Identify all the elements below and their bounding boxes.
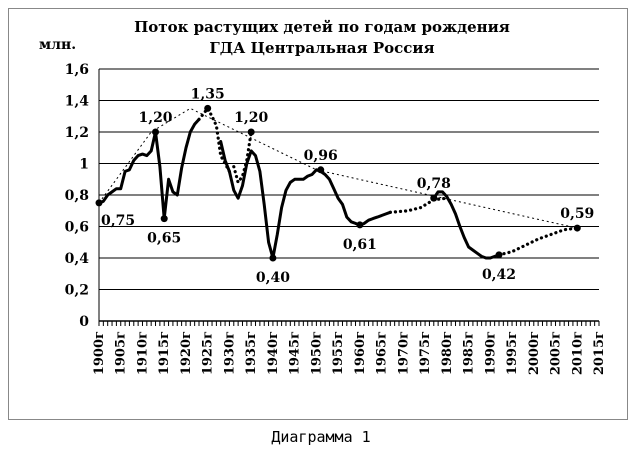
x-tick-label-7: 1935г xyxy=(244,331,259,375)
data-marker-10 xyxy=(573,224,581,232)
x-tick-label-14: 1970г xyxy=(396,331,411,375)
data-marker-1 xyxy=(152,128,160,136)
x-tick-label-15: 1975г xyxy=(418,331,433,375)
axes xyxy=(98,69,600,326)
y-tick-labels: 0 0,2 0,4 0,6 0,8 1 1,2 1,4 1,6 xyxy=(65,62,90,330)
chart-title-line1: Поток растущих детей по годам рождения xyxy=(134,18,510,36)
x-tick-label-13: 1965г xyxy=(375,331,390,375)
x-tick-label-3: 1915г xyxy=(157,331,172,375)
data-label-8: 0,78 xyxy=(417,176,451,192)
x-tick-label-4: 1920г xyxy=(179,331,194,375)
y-tick-label-3: 0,6 xyxy=(65,220,89,236)
y-tick-label-8: 1,6 xyxy=(65,62,89,78)
x-tick-label-2: 1910г xyxy=(135,331,150,375)
x-tick-labels: 1900г 1905г 1910г 1915г 1920г 1925г 1930г 1935г… xyxy=(92,331,607,375)
x-tick-label-16: 1980г xyxy=(440,331,455,375)
x-tick-label-23: 2015г xyxy=(592,331,607,375)
chart-title-line2: ГДА Центральная Россия xyxy=(209,39,434,57)
x-tick-label-17: 1985г xyxy=(462,331,477,375)
diagram-caption: Диаграмма 1 xyxy=(271,428,371,446)
data-marker-2 xyxy=(160,215,168,223)
y-tick-label-1: 0,2 xyxy=(65,283,89,299)
x-tick-label-11: 1955г xyxy=(331,331,346,375)
series-line-3 xyxy=(232,130,253,184)
data-marker-5 xyxy=(269,254,277,262)
chart: Поток растущих детей по годам рождения Г… xyxy=(39,18,607,375)
x-tick-label-21: 2005г xyxy=(549,331,564,375)
data-label-2: 0,65 xyxy=(147,231,181,247)
x-tick-label-8: 1940г xyxy=(266,331,281,375)
data-marker-0 xyxy=(95,199,103,207)
y-axis-unit-label: млн. xyxy=(39,37,76,53)
y-tick-label-4: 0,8 xyxy=(65,188,89,204)
data-labels: 0,75 1,20 0,65 1,35 1,20 0,40 0,96 0,61 0,78 0,42… xyxy=(101,86,594,286)
data-markers xyxy=(95,104,581,262)
data-marker-6 xyxy=(317,166,325,174)
series-line-0 xyxy=(97,117,201,221)
grid-lines xyxy=(99,68,599,290)
series-line-5 xyxy=(432,190,501,260)
x-tick-label-5: 1925г xyxy=(201,331,216,375)
data-marker-7 xyxy=(356,221,364,229)
x-tick-label-12: 1960г xyxy=(353,331,368,375)
data-label-0: 0,75 xyxy=(101,213,135,229)
y-tick-label-2: 0,4 xyxy=(65,251,90,267)
x-tick-label-19: 1995г xyxy=(505,331,520,375)
x-tick-label-10: 1950г xyxy=(309,331,324,375)
data-label-5: 0,40 xyxy=(256,270,290,286)
data-label-3: 1,35 xyxy=(191,86,225,102)
y-tick-label-7: 1,4 xyxy=(65,94,90,110)
series-line-4 xyxy=(388,196,449,214)
data-label-9: 0,42 xyxy=(482,267,516,283)
series-line-7 xyxy=(98,107,578,229)
x-tick-label-1: 1905г xyxy=(114,331,129,375)
data-marker-4 xyxy=(247,128,255,136)
data-label-4: 1,20 xyxy=(234,110,268,126)
y-tick-label-6: 1,2 xyxy=(65,125,89,141)
series-line-6 xyxy=(497,226,579,257)
y-tick-label-5: 1 xyxy=(79,157,89,173)
data-marker-8 xyxy=(430,194,438,202)
x-tick-label-20: 2000г xyxy=(527,331,542,375)
data-label-7: 0,61 xyxy=(343,237,377,253)
data-marker-9 xyxy=(495,251,503,259)
chart-frame: Поток растущих детей по годам рождения Г… xyxy=(8,8,628,420)
data-label-1: 1,20 xyxy=(138,110,172,126)
y-tick-label-0: 0 xyxy=(79,314,89,330)
data-label-6: 0,96 xyxy=(304,148,338,164)
x-tick-label-0: 1900г xyxy=(92,331,107,375)
x-tick-label-22: 2010г xyxy=(570,331,585,375)
x-tick-label-6: 1930г xyxy=(222,331,237,375)
data-marker-3 xyxy=(204,104,212,112)
data-label-10: 0,59 xyxy=(560,206,594,222)
x-tick-label-18: 1990г xyxy=(483,331,498,375)
x-tick-label-9: 1945г xyxy=(288,331,303,375)
